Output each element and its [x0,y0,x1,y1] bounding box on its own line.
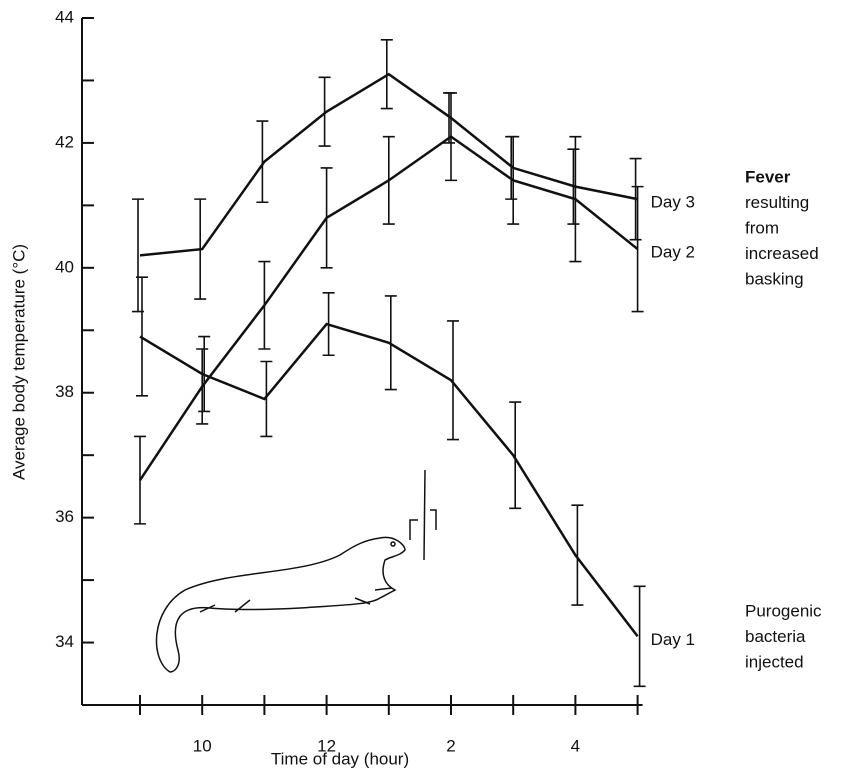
error-bar [380,39,393,110]
error-bar [569,135,582,263]
error-bar [198,335,211,413]
error-bar [447,320,459,441]
series-line [139,322,639,638]
y-axis-label: Average body temperature (°C) [9,244,28,480]
error-bar [384,295,397,391]
error-bar [633,585,646,688]
x-tick-label: 2 [446,736,455,755]
series-label: Day 3 [651,193,695,212]
x-tick-label: 12 [317,736,336,755]
annotation: bacteria [745,627,806,646]
series-line [139,72,638,257]
y-tick-label: 34 [55,632,74,651]
y-tick-label: 42 [55,132,74,151]
annotation: Fever [745,167,791,186]
y-tick-label: 44 [55,7,74,26]
annotation: increased [745,244,819,263]
annotation: Purogenic [745,601,822,620]
annotation: resulting [745,193,809,212]
error-bar [196,348,209,425]
error-bar [507,135,520,225]
error-bar [382,135,395,225]
y-tick-label: 38 [55,382,74,401]
error-bar [445,92,457,182]
error-bar [320,167,333,269]
error-bar [443,92,455,144]
error-bar [194,198,207,300]
error-bar [631,185,644,313]
error-bar [567,148,580,225]
error-bar [136,276,148,397]
series-label: Day 1 [651,630,695,649]
error-bar [571,504,584,606]
x-tick-label: 10 [193,736,212,755]
annotation: basking [745,269,804,288]
annotation: injected [745,652,804,671]
error-bar [256,120,269,204]
error-bar [509,401,522,510]
y-tick-label: 40 [55,257,74,276]
annotation: from [745,218,779,237]
error-bar [629,157,642,241]
error-bar [134,435,146,525]
lizard-illustration [155,469,437,673]
error-bar [318,76,331,147]
series-label: Day 2 [651,243,695,262]
error-bar [258,260,271,350]
x-tick-label: 4 [571,736,580,755]
error-bar [260,360,273,438]
y-tick-label: 36 [55,507,74,526]
x-axis-label: Time of day (hour) [271,749,409,768]
error-bar [322,292,335,357]
